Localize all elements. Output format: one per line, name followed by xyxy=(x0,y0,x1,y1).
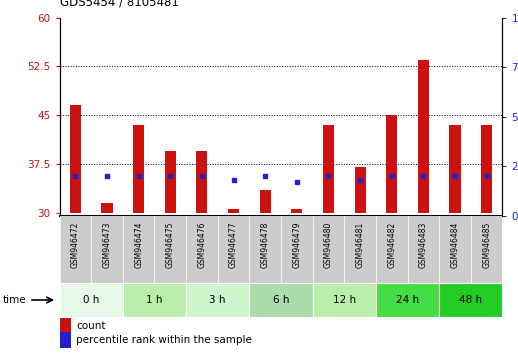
Bar xyxy=(481,125,492,213)
Bar xyxy=(165,151,176,213)
Bar xyxy=(228,210,239,213)
Bar xyxy=(60,283,123,317)
Text: GSM946474: GSM946474 xyxy=(134,221,143,268)
Bar xyxy=(260,190,271,213)
Text: GSM946479: GSM946479 xyxy=(292,221,301,268)
Bar xyxy=(281,216,313,283)
Bar xyxy=(386,115,397,213)
Text: time: time xyxy=(3,295,26,305)
Bar xyxy=(344,216,376,283)
Text: 12 h: 12 h xyxy=(333,295,356,305)
Text: count: count xyxy=(76,321,106,331)
Bar xyxy=(249,216,281,283)
Bar xyxy=(218,216,249,283)
Bar xyxy=(408,216,439,283)
Bar xyxy=(450,125,461,213)
Bar xyxy=(133,125,144,213)
Bar xyxy=(186,216,218,283)
Bar xyxy=(102,203,112,213)
Text: GSM946477: GSM946477 xyxy=(229,221,238,268)
Text: 0 h: 0 h xyxy=(83,295,99,305)
Text: GSM946472: GSM946472 xyxy=(71,221,80,268)
Text: GSM946481: GSM946481 xyxy=(355,221,365,268)
Text: 1 h: 1 h xyxy=(146,295,163,305)
Text: GDS5454 / 8105481: GDS5454 / 8105481 xyxy=(60,0,178,9)
Text: GSM946478: GSM946478 xyxy=(261,221,270,268)
Text: GSM946483: GSM946483 xyxy=(419,221,428,268)
Bar xyxy=(123,283,186,317)
Text: 24 h: 24 h xyxy=(396,295,419,305)
Text: 3 h: 3 h xyxy=(209,295,226,305)
Bar xyxy=(186,283,249,317)
Bar xyxy=(323,125,334,213)
Text: GSM946482: GSM946482 xyxy=(387,221,396,268)
Bar xyxy=(439,216,471,283)
Bar xyxy=(70,105,81,213)
Bar xyxy=(313,283,376,317)
Bar xyxy=(123,216,154,283)
Text: GSM946484: GSM946484 xyxy=(451,221,459,268)
Bar xyxy=(471,216,502,283)
Text: GSM946480: GSM946480 xyxy=(324,221,333,268)
Bar xyxy=(196,151,208,213)
Text: 6 h: 6 h xyxy=(273,295,289,305)
Bar xyxy=(439,283,502,317)
Bar xyxy=(313,216,344,283)
Bar xyxy=(376,216,408,283)
Text: percentile rank within the sample: percentile rank within the sample xyxy=(76,335,252,345)
Text: GSM946473: GSM946473 xyxy=(103,221,111,268)
Text: GSM946475: GSM946475 xyxy=(166,221,175,268)
Bar xyxy=(354,167,366,213)
Bar xyxy=(291,210,303,213)
Bar xyxy=(376,283,439,317)
Bar xyxy=(60,216,91,283)
Bar xyxy=(249,283,313,317)
Bar xyxy=(91,216,123,283)
Text: 48 h: 48 h xyxy=(459,295,482,305)
Bar xyxy=(154,216,186,283)
Text: GSM946476: GSM946476 xyxy=(197,221,207,268)
Bar xyxy=(418,60,429,213)
Text: GSM946485: GSM946485 xyxy=(482,221,491,268)
